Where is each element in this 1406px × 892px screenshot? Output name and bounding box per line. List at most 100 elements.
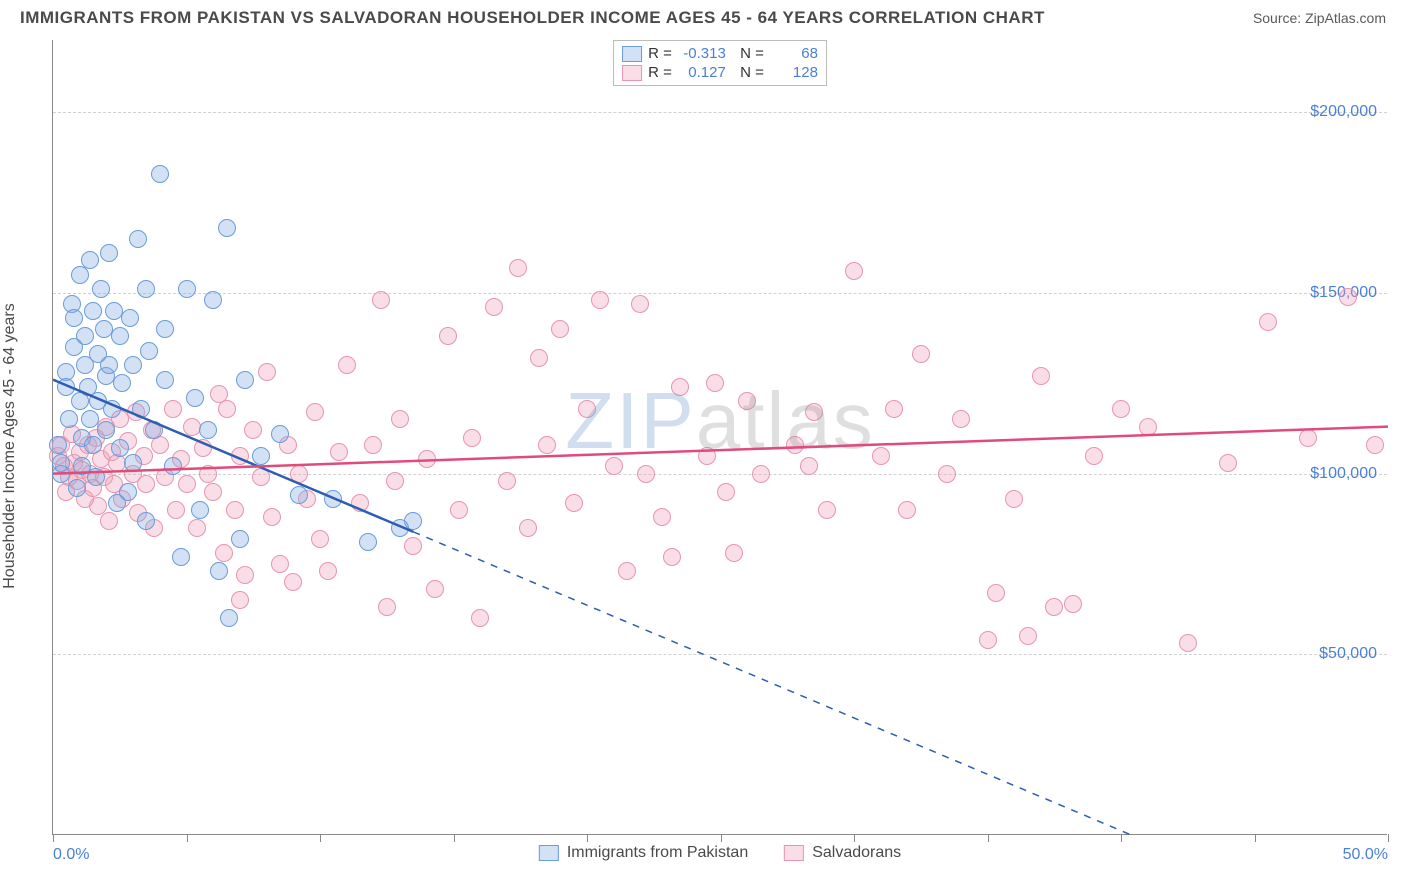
legend-item-pakistan: Immigrants from Pakistan (539, 844, 748, 862)
scatter-point-salvadoran (987, 584, 1005, 602)
scatter-point-salvadoran (530, 349, 548, 367)
scatter-point-salvadoran (404, 537, 422, 555)
scatter-point-pakistan (121, 309, 139, 327)
scatter-point-pakistan (103, 400, 121, 418)
scatter-point-salvadoran (1179, 634, 1197, 652)
scatter-point-salvadoran (386, 472, 404, 490)
scatter-point-salvadoran (786, 436, 804, 454)
scatter-point-salvadoran (845, 262, 863, 280)
x-tick (587, 834, 588, 842)
scatter-point-salvadoran (519, 519, 537, 537)
scatter-point-salvadoran (805, 403, 823, 421)
scatter-point-salvadoran (717, 483, 735, 501)
scatter-point-salvadoran (1112, 400, 1130, 418)
scatter-point-salvadoran (800, 457, 818, 475)
scatter-point-pakistan (172, 548, 190, 566)
scatter-point-salvadoran (663, 548, 681, 566)
scatter-point-salvadoran (485, 298, 503, 316)
scatter-point-salvadoran (565, 494, 583, 512)
scatter-point-salvadoran (1085, 447, 1103, 465)
scatter-point-pakistan (178, 280, 196, 298)
scatter-point-salvadoran (1299, 429, 1317, 447)
scatter-point-salvadoran (618, 562, 636, 580)
legend-row-salvadoran: R = 0.127 N = 128 (622, 63, 818, 82)
scatter-point-salvadoran (290, 465, 308, 483)
scatter-point-pakistan (92, 280, 110, 298)
chart-header: IMMIGRANTS FROM PAKISTAN VS SALVADORAN H… (0, 0, 1406, 32)
scatter-point-salvadoran (1064, 595, 1082, 613)
swatch-pakistan-bottom (539, 845, 559, 861)
scatter-point-pakistan (210, 562, 228, 580)
scatter-point-salvadoran (271, 555, 289, 573)
scatter-point-pakistan (81, 251, 99, 269)
x-tick (320, 834, 321, 842)
scatter-point-salvadoran (364, 436, 382, 454)
scatter-point-pakistan (68, 479, 86, 497)
swatch-salvadoran-bottom (784, 845, 804, 861)
y-tick-label: $100,000 (1310, 465, 1377, 483)
scatter-point-pakistan (156, 320, 174, 338)
scatter-point-salvadoran (252, 468, 270, 486)
scatter-point-salvadoran (137, 475, 155, 493)
scatter-point-salvadoran (752, 465, 770, 483)
scatter-point-pakistan (100, 244, 118, 262)
scatter-point-pakistan (65, 309, 83, 327)
scatter-point-salvadoran (306, 403, 324, 421)
scatter-point-pakistan (191, 501, 209, 519)
legend-label-pakistan: Immigrants from Pakistan (567, 844, 748, 862)
scatter-point-pakistan (290, 486, 308, 504)
trendline-extrap-pakistan (413, 532, 1388, 835)
scatter-point-salvadoran (979, 631, 997, 649)
scatter-point-pakistan (218, 219, 236, 237)
scatter-point-salvadoran (178, 475, 196, 493)
scatter-point-salvadoran (378, 598, 396, 616)
scatter-point-pakistan (236, 371, 254, 389)
scatter-point-salvadoran (738, 392, 756, 410)
scatter-point-pakistan (111, 327, 129, 345)
chart-area: ZIPatlas R = -0.313 N = 68 R = 0.127 N =… (52, 40, 1387, 835)
scatter-point-salvadoran (1139, 418, 1157, 436)
scatter-point-salvadoran (605, 457, 623, 475)
scatter-point-pakistan (204, 291, 222, 309)
x-tick (854, 834, 855, 842)
scatter-point-pakistan (271, 425, 289, 443)
scatter-point-salvadoran (1045, 598, 1063, 616)
source-attribution: Source: ZipAtlas.com (1253, 10, 1386, 26)
scatter-point-pakistan (199, 421, 217, 439)
scatter-point-pakistan (145, 421, 163, 439)
scatter-point-salvadoran (426, 580, 444, 598)
scatter-point-pakistan (76, 327, 94, 345)
scatter-point-salvadoran (1259, 313, 1277, 331)
scatter-point-pakistan (404, 512, 422, 530)
scatter-point-pakistan (100, 356, 118, 374)
stat-r-label: R = (648, 45, 672, 62)
scatter-point-pakistan (81, 410, 99, 428)
source-name: ZipAtlas.com (1305, 10, 1386, 26)
scatter-point-salvadoran (244, 421, 262, 439)
stat-r-value-pakistan: -0.313 (678, 45, 726, 62)
plot-region: ZIPatlas R = -0.313 N = 68 R = 0.127 N =… (52, 40, 1387, 835)
scatter-point-pakistan (57, 378, 75, 396)
scatter-point-salvadoran (637, 465, 655, 483)
scatter-point-salvadoran (236, 566, 254, 584)
stat-n-value-pakistan: 68 (770, 45, 818, 62)
scatter-point-salvadoran (706, 374, 724, 392)
x-tick-label: 0.0% (53, 846, 89, 864)
scatter-point-salvadoran (912, 345, 930, 363)
scatter-point-pakistan (49, 436, 67, 454)
scatter-point-salvadoran (183, 418, 201, 436)
scatter-point-salvadoran (231, 447, 249, 465)
scatter-point-pakistan (137, 512, 155, 530)
stat-n-label: N = (732, 64, 764, 81)
scatter-point-salvadoran (418, 450, 436, 468)
scatter-point-pakistan (111, 439, 129, 457)
swatch-pakistan (622, 46, 642, 62)
scatter-point-pakistan (140, 342, 158, 360)
legend-item-salvadoran: Salvadorans (784, 844, 901, 862)
scatter-point-salvadoran (471, 609, 489, 627)
x-tick (1255, 834, 1256, 842)
scatter-point-salvadoran (391, 410, 409, 428)
scatter-point-salvadoran (226, 501, 244, 519)
scatter-point-pakistan (137, 280, 155, 298)
scatter-point-salvadoran (450, 501, 468, 519)
